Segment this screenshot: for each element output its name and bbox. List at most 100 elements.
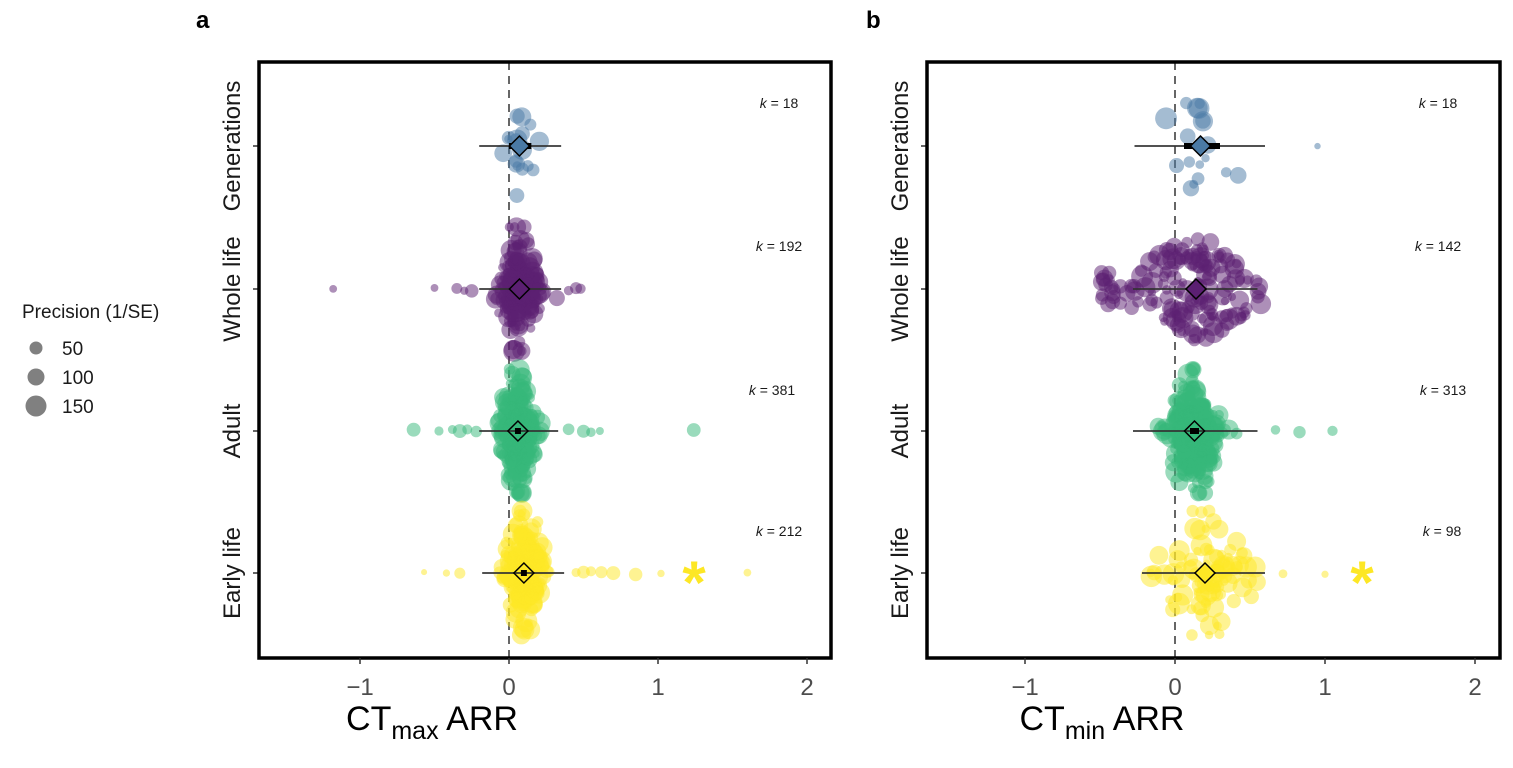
data-point xyxy=(509,108,525,124)
outlier-point xyxy=(606,566,621,581)
legend-label: 150 xyxy=(62,397,94,418)
data-point xyxy=(531,516,544,528)
outlier-point xyxy=(1278,569,1288,579)
legend-size-circle xyxy=(29,341,43,355)
data-point xyxy=(1177,327,1187,337)
outlier-point xyxy=(1293,425,1306,439)
group-early-life xyxy=(421,500,752,645)
data-point xyxy=(505,432,526,453)
x-tick-label: 0 xyxy=(502,674,515,701)
data-point xyxy=(1195,160,1205,169)
data-point xyxy=(1194,295,1209,310)
group-generations xyxy=(1134,96,1321,197)
precision-legend: Precision (1/SE) 50 100 150 xyxy=(22,302,159,418)
data-point xyxy=(1165,602,1181,618)
data-point xyxy=(1227,292,1237,301)
outlier-point xyxy=(451,282,463,294)
x-tick-label: −1 xyxy=(1011,674,1038,701)
data-point xyxy=(1184,517,1206,540)
data-point xyxy=(500,466,517,484)
data-point xyxy=(1240,572,1257,589)
outlier-point xyxy=(329,285,338,293)
data-point xyxy=(1190,534,1213,557)
data-point xyxy=(509,154,523,168)
data-point xyxy=(502,523,524,545)
sample-size-label: k = 18 xyxy=(760,95,799,111)
category-label: Early life xyxy=(219,527,246,619)
x-tick-label: 0 xyxy=(1168,674,1181,701)
data-point xyxy=(1220,297,1230,306)
data-point xyxy=(498,563,521,586)
data-point xyxy=(1189,484,1207,502)
data-point xyxy=(1196,313,1207,324)
sample-size-label: k = 98 xyxy=(1423,523,1462,539)
data-point xyxy=(514,367,532,385)
sample-size-label: k = 142 xyxy=(1415,238,1462,254)
category-label: Whole life xyxy=(887,236,914,341)
data-point xyxy=(1158,312,1168,323)
data-point xyxy=(515,381,537,402)
significance-star: * xyxy=(682,549,706,616)
data-point xyxy=(1195,608,1210,623)
legend-title: Precision (1/SE) xyxy=(22,302,159,323)
x-axis-title-b: CTmin ARR xyxy=(1020,700,1185,745)
sample-size-label: k = 212 xyxy=(756,523,803,539)
category-label: Whole life xyxy=(219,236,246,341)
data-point xyxy=(1186,456,1207,477)
data-point xyxy=(521,247,543,270)
outlier-point xyxy=(562,423,575,436)
outlier-point xyxy=(1327,425,1338,437)
legend-size-circle xyxy=(25,395,47,417)
data-point xyxy=(1249,274,1263,287)
data-point xyxy=(1236,547,1248,559)
data-point xyxy=(508,454,522,468)
mean-estimate-diamond xyxy=(1193,561,1217,585)
mean-estimate-diamond xyxy=(1184,277,1208,301)
panel-label-a: a xyxy=(196,7,210,34)
data-point xyxy=(1205,513,1222,530)
outlier-point xyxy=(462,424,473,435)
data-point xyxy=(504,222,514,232)
x-tick-label: 2 xyxy=(800,674,813,701)
outlier-point xyxy=(595,427,604,435)
mean-estimate-diamond xyxy=(512,561,535,585)
data-point xyxy=(513,509,526,522)
data-point xyxy=(511,408,521,418)
data-point xyxy=(1165,595,1175,605)
data-point xyxy=(1169,157,1185,174)
data-point xyxy=(1191,476,1204,489)
outlier-point xyxy=(595,566,608,579)
data-point xyxy=(1210,582,1221,593)
data-point xyxy=(497,401,511,415)
data-point xyxy=(1220,252,1236,268)
legend-size-circle xyxy=(27,368,45,386)
group-whole-life xyxy=(1092,232,1272,347)
mean-estimate-diamond xyxy=(508,277,531,301)
data-point xyxy=(1154,564,1175,585)
group-whole-life xyxy=(329,217,586,362)
outlier-point xyxy=(430,284,439,292)
panel-label-b: b xyxy=(866,7,881,34)
data-point xyxy=(1183,156,1196,168)
data-point xyxy=(1157,420,1166,429)
data-point xyxy=(1250,293,1272,315)
category-label: Generations xyxy=(219,81,246,212)
outlier-point xyxy=(743,568,752,577)
data-point xyxy=(1188,333,1201,347)
x-tick-label: 2 xyxy=(1468,674,1481,701)
group-adult xyxy=(406,359,701,503)
outlier-point xyxy=(454,567,466,579)
data-point xyxy=(533,564,543,574)
data-point xyxy=(506,217,527,237)
data-point xyxy=(1197,328,1215,347)
data-point xyxy=(1242,275,1253,285)
data-point xyxy=(509,188,525,203)
data-point xyxy=(523,303,539,319)
data-point xyxy=(513,336,526,348)
data-point xyxy=(1168,540,1190,561)
data-point xyxy=(1180,96,1193,110)
group-adult xyxy=(1133,361,1338,502)
outlier-point xyxy=(1270,425,1281,435)
data-point xyxy=(1155,107,1178,130)
data-point xyxy=(518,232,535,249)
